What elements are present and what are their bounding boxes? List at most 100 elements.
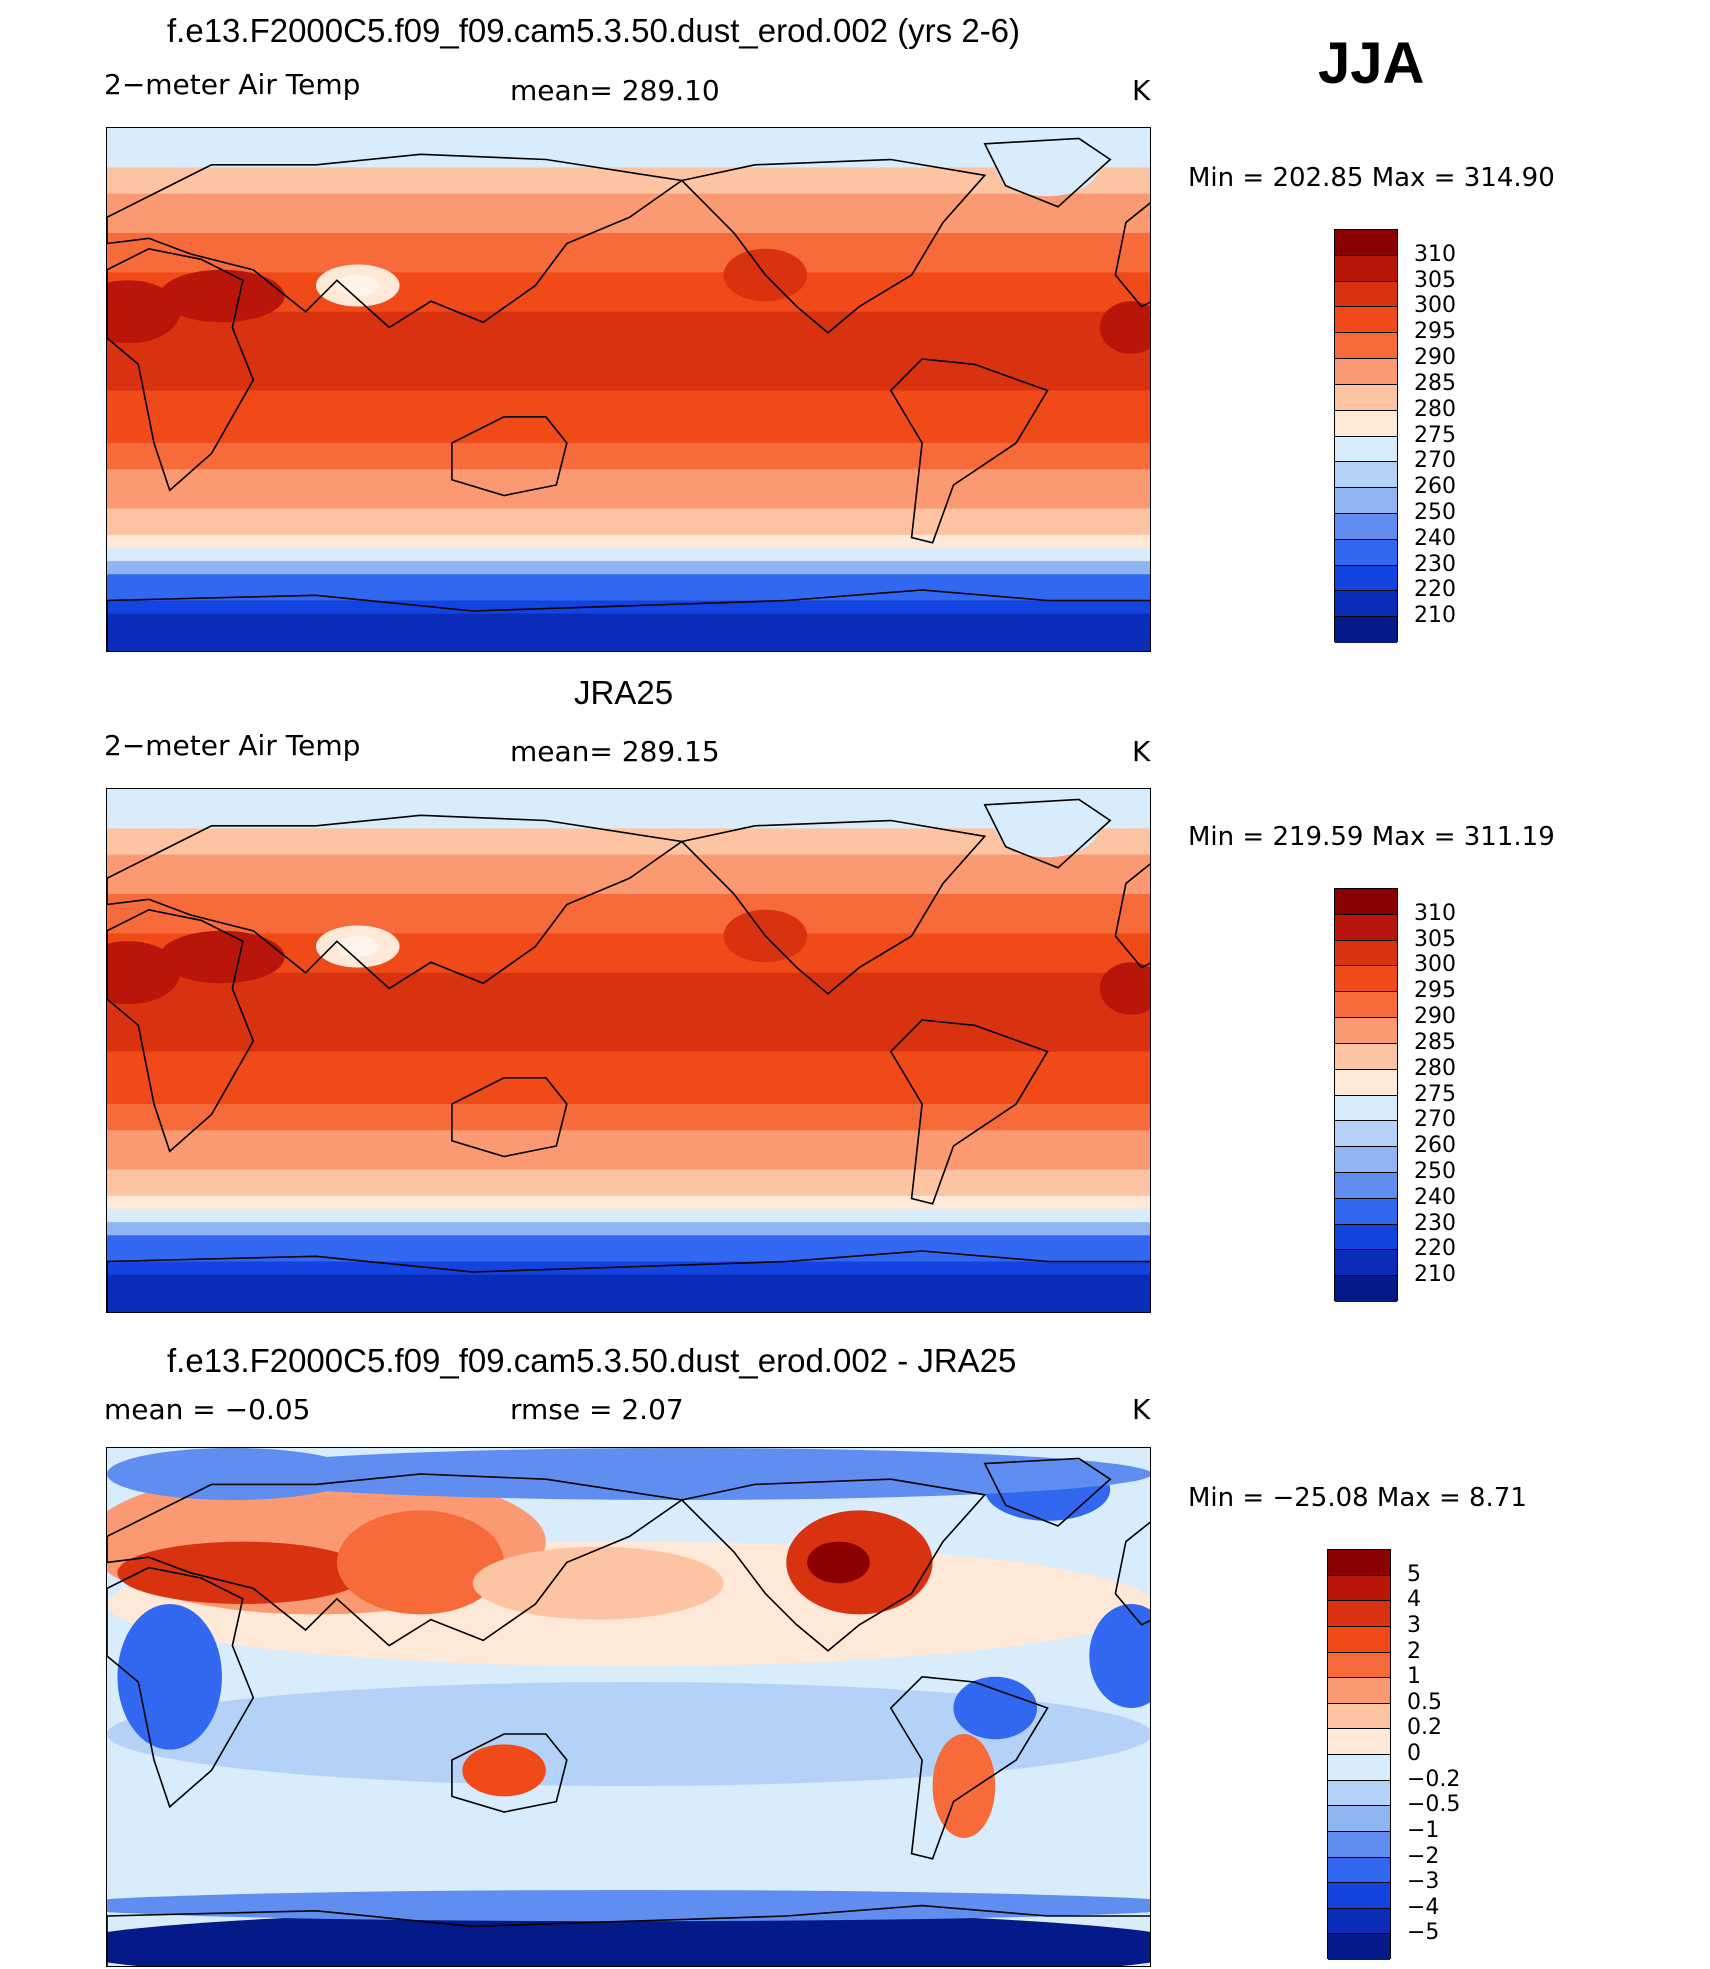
field-band bbox=[107, 1130, 1151, 1144]
mean-label: mean = −0.05 bbox=[104, 1393, 310, 1426]
field-band bbox=[107, 259, 1151, 273]
field-band bbox=[107, 233, 1151, 247]
colorbar-swatch bbox=[1335, 282, 1397, 308]
colorbar-swatch bbox=[1335, 359, 1397, 385]
field-patch bbox=[107, 1890, 1151, 1921]
field-band bbox=[107, 167, 1151, 181]
colorbar-swatch bbox=[1328, 1858, 1390, 1884]
colorbar: 5 4 3 2 1 0.5 0.2 0 −0.2 −0.5 −1 −2 −3 −4 −5 bbox=[1327, 1549, 1391, 1959]
field-patch bbox=[117, 1542, 368, 1604]
field-band bbox=[107, 1091, 1151, 1105]
colorbar-swatch bbox=[1328, 1806, 1390, 1832]
colorbar-swatch bbox=[1335, 992, 1397, 1018]
colorbar-swatch bbox=[1328, 1934, 1390, 1960]
field-band bbox=[107, 377, 1151, 391]
colorbar-swatch bbox=[1335, 941, 1397, 967]
colorbar-tick-label: 275 bbox=[1414, 425, 1456, 447]
field-band bbox=[107, 999, 1151, 1013]
field-band bbox=[107, 587, 1151, 601]
field-band bbox=[107, 509, 1151, 523]
min-max-label: Min = 219.59 Max = 311.19 bbox=[1188, 822, 1555, 852]
mean-label: mean= 289.10 bbox=[510, 74, 720, 107]
units-label: K bbox=[1132, 74, 1150, 107]
colorbar: 310 305 300 295 290 285 280 275 270 260 250 240 230 2… bbox=[1334, 229, 1398, 642]
field-band bbox=[107, 1052, 1151, 1066]
colorbar-tick-label: 220 bbox=[1414, 579, 1456, 601]
field-patch bbox=[462, 1744, 546, 1796]
colorbar-tick-label: −5 bbox=[1407, 1922, 1439, 1944]
field-band bbox=[107, 1275, 1151, 1289]
field-patch bbox=[807, 1542, 870, 1584]
colorbar-tick-label: −0.2 bbox=[1407, 1769, 1460, 1791]
colorbar-swatch bbox=[1328, 1755, 1390, 1781]
colorbar-swatch bbox=[1328, 1550, 1390, 1576]
colorbar-tick-label: 210 bbox=[1414, 1264, 1456, 1286]
colorbar-tick-label: 230 bbox=[1414, 1213, 1456, 1235]
field-band bbox=[107, 1301, 1151, 1313]
min-max-label: Min = −25.08 Max = 8.71 bbox=[1188, 1483, 1527, 1513]
field-band bbox=[107, 1183, 1151, 1197]
colorbar-swatch bbox=[1335, 411, 1397, 437]
field-band bbox=[107, 1104, 1151, 1118]
colorbar-tick-label: 260 bbox=[1414, 1135, 1456, 1157]
colorbar-tick-label: 270 bbox=[1414, 450, 1456, 472]
colorbar-swatch bbox=[1328, 1601, 1390, 1627]
field-band bbox=[107, 220, 1151, 234]
colorbar-tick-label: 260 bbox=[1414, 476, 1456, 498]
colorbar-tick-label: −1 bbox=[1407, 1820, 1439, 1842]
panel-title: f.e13.F2000C5.f09_f09.cam5.3.50.dust_ero… bbox=[167, 1342, 1016, 1380]
field-patch bbox=[337, 1510, 504, 1614]
colorbar-swatch bbox=[1335, 462, 1397, 488]
field-band bbox=[107, 1248, 1151, 1262]
colorbar-box bbox=[1334, 888, 1398, 1301]
colorbar-tick-label: 210 bbox=[1414, 605, 1456, 627]
colorbar-tick-label: 290 bbox=[1414, 347, 1456, 369]
colorbar-tick-label: 300 bbox=[1414, 295, 1456, 317]
colorbar-swatch bbox=[1335, 514, 1397, 540]
field-band bbox=[107, 907, 1151, 921]
colorbar-swatch bbox=[1328, 1678, 1390, 1704]
colorbar-tick-label: 4 bbox=[1407, 1589, 1421, 1611]
colorbar-swatch bbox=[1335, 915, 1397, 941]
colorbar-swatch bbox=[1335, 307, 1397, 333]
field-band bbox=[107, 855, 1151, 869]
colorbar-swatch bbox=[1335, 1070, 1397, 1096]
field-band bbox=[107, 868, 1151, 882]
colorbar-tick-label: 2 bbox=[1407, 1641, 1421, 1663]
colorbar-tick-label: −0.5 bbox=[1407, 1794, 1460, 1816]
colorbar-tick-label: 285 bbox=[1414, 1032, 1456, 1054]
colorbar-tick-label: 240 bbox=[1414, 528, 1456, 550]
field-band bbox=[107, 1143, 1151, 1157]
colorbar-tick-label: 240 bbox=[1414, 1187, 1456, 1209]
field-band bbox=[107, 1012, 1151, 1026]
colorbar-tick-label: 275 bbox=[1414, 1084, 1456, 1106]
field-band bbox=[107, 640, 1151, 652]
field-patch bbox=[953, 1677, 1037, 1739]
field-band bbox=[107, 430, 1151, 444]
field-band bbox=[107, 1262, 1151, 1276]
field-patch bbox=[107, 1448, 358, 1500]
field-band bbox=[107, 1196, 1151, 1210]
mean-label: mean= 289.15 bbox=[510, 735, 720, 768]
season-label: JJA bbox=[1318, 30, 1424, 97]
colorbar-tick-label: 5 bbox=[1407, 1564, 1421, 1586]
field-band bbox=[107, 325, 1151, 339]
colorbar-swatch bbox=[1328, 1832, 1390, 1858]
colorbar-tick-label: 0 bbox=[1407, 1743, 1421, 1765]
field-band bbox=[107, 1235, 1151, 1249]
rmse-label: rmse = 2.07 bbox=[510, 1393, 684, 1426]
field-band bbox=[107, 404, 1151, 418]
colorbar-tick-label: 295 bbox=[1414, 980, 1456, 1002]
colorbar-tick-label: 305 bbox=[1414, 270, 1456, 292]
field-band bbox=[107, 627, 1151, 641]
colorbar-swatch bbox=[1335, 333, 1397, 359]
field-band bbox=[107, 207, 1151, 221]
field-band bbox=[107, 338, 1151, 352]
colorbar-swatch bbox=[1335, 488, 1397, 514]
colorbar-tick-label: −3 bbox=[1407, 1871, 1439, 1893]
colorbar-swatch bbox=[1335, 1147, 1397, 1173]
colorbar-tick-label: 295 bbox=[1414, 321, 1456, 343]
field-band bbox=[107, 443, 1151, 457]
field-band bbox=[107, 194, 1151, 208]
field-band bbox=[107, 246, 1151, 260]
